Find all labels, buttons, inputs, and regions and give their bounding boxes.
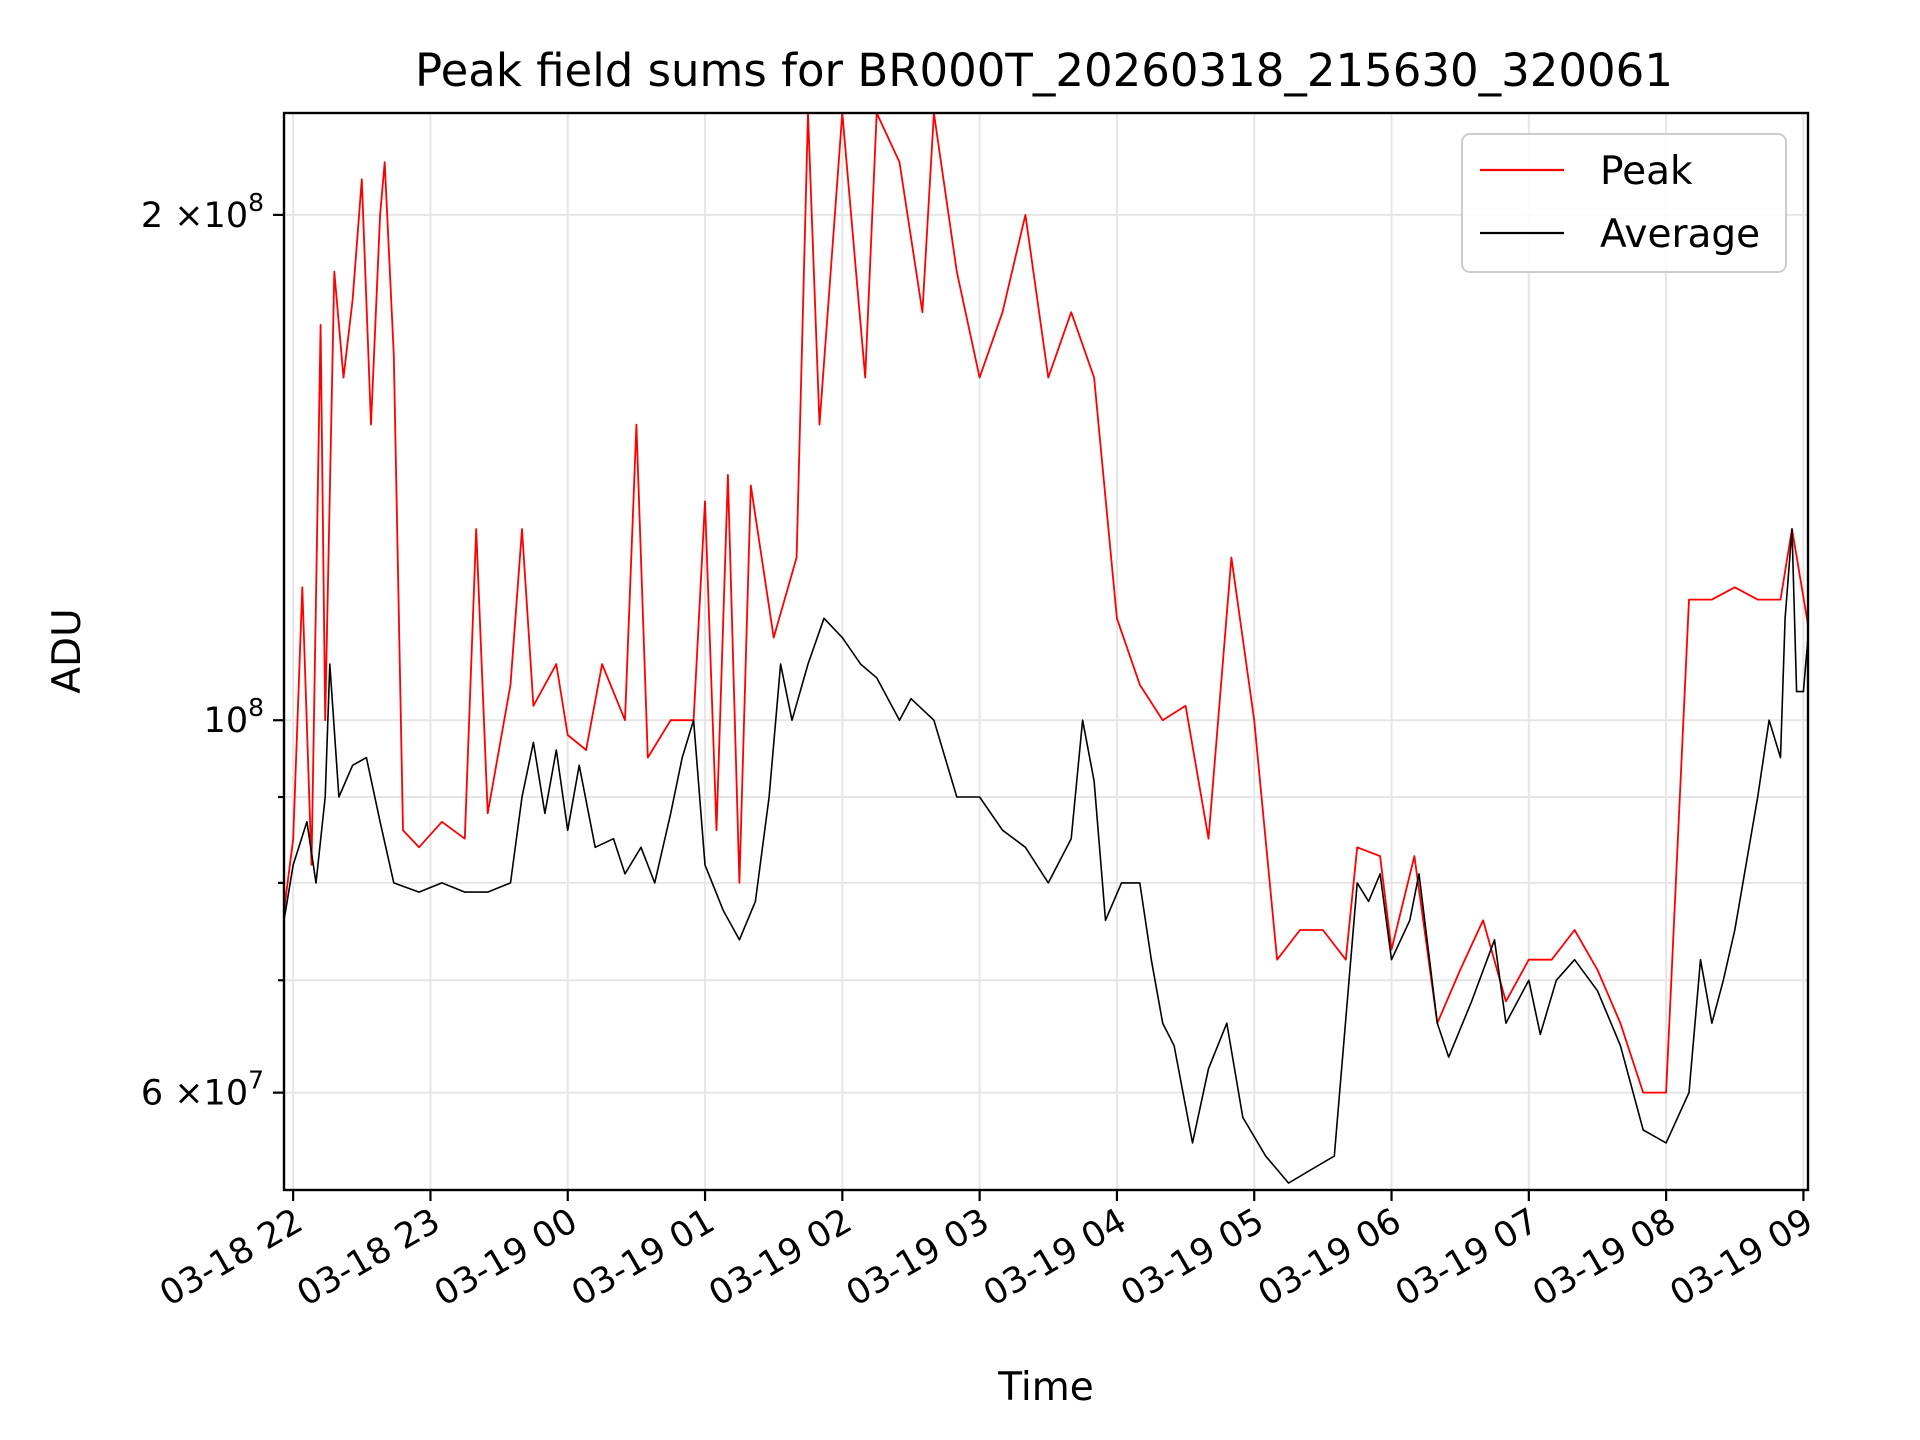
series-line-peak [284,113,1808,1094]
y-axis-label: ADU [45,608,90,693]
x-axis-label: Time [997,1365,1093,1410]
legend-label-peak: Peak [1600,149,1693,194]
legend: Peak Average [1461,133,1787,273]
axes-frame [282,111,1810,1192]
legend-label-average: Average [1600,212,1760,257]
plot-area [284,113,1808,1190]
y-tick-label: 108 [204,693,264,741]
legend-box [1461,133,1787,273]
series-line-average [284,528,1808,1184]
y-tick-label: 6 ×107 [141,1066,264,1114]
y-axis: 6 ×107 108 2 ×108 [141,188,284,1114]
chart-title: Peak field sums for BR000T_20260318_2156… [415,44,1673,97]
gridlines [284,113,1808,1190]
y-tick-label: 2 ×108 [141,188,264,236]
series-layer [284,113,1808,1184]
